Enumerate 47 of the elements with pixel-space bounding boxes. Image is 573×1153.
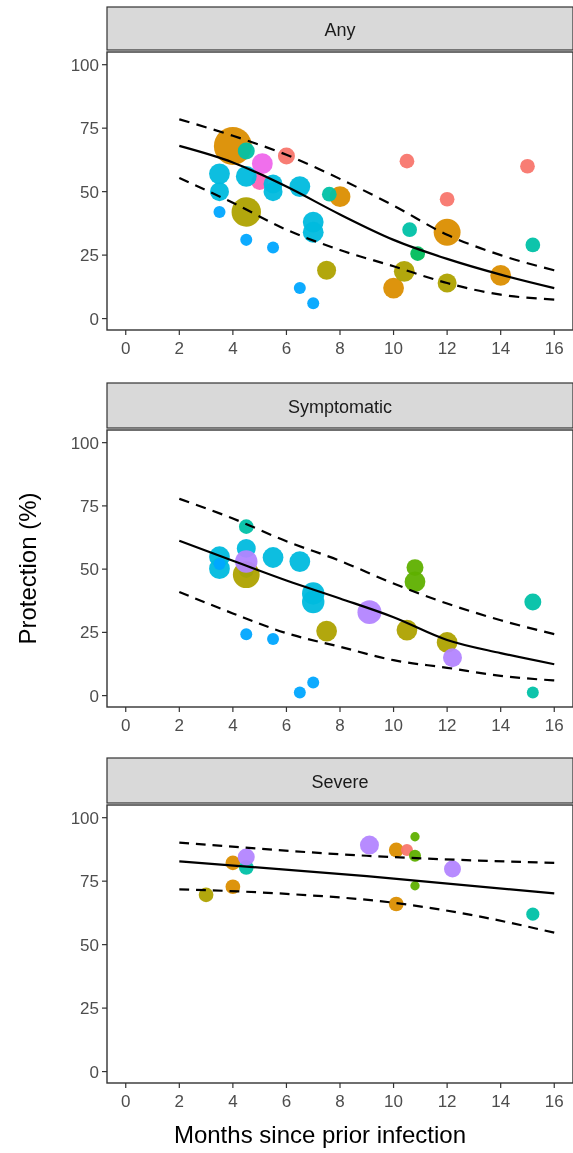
x-tick-label: 8	[335, 1092, 345, 1111]
x-tick-label: 14	[491, 339, 511, 358]
x-axis-title: Months since prior infection	[173, 1121, 467, 1148]
y-tick-label: 25	[80, 623, 99, 643]
y-tick-label: 0	[89, 1062, 99, 1082]
x-tick-label: 0	[121, 339, 131, 358]
y-tick-label: 50	[80, 182, 99, 202]
x-tick-label: 16	[544, 1092, 564, 1111]
x-tick-label: 6	[281, 716, 292, 735]
x-tick-label: 2	[174, 716, 185, 735]
x-tick-label: 10	[384, 1092, 404, 1111]
chart-title: Symptomatic	[287, 396, 393, 417]
chart-title: Severe	[311, 771, 369, 792]
y-tick-label: 0	[89, 686, 99, 706]
x-tick-label: 8	[335, 716, 345, 735]
x-tick-label: 14	[491, 1092, 511, 1111]
x-tick-label: 16	[544, 339, 564, 358]
x-tick-label: 10	[384, 716, 404, 735]
x-tick-label: 8	[335, 339, 345, 358]
y-tick-label: 0	[89, 309, 99, 329]
y-tick-label: 50	[80, 935, 99, 955]
x-tick-label: 12	[437, 339, 457, 358]
x-tick-label: 2	[174, 339, 185, 358]
x-tick-label: 6	[281, 339, 292, 358]
y-tick-label: 75	[80, 119, 99, 139]
y-tick-label: 100	[70, 808, 99, 828]
x-tick-label: 0	[121, 1092, 131, 1111]
x-tick-label: 4	[228, 339, 238, 358]
y-axis-title: Protection (%)	[14, 492, 41, 645]
y-tick-label: 75	[80, 872, 99, 892]
x-tick-label: 12	[437, 1092, 457, 1111]
y-tick-label: 100	[70, 433, 99, 453]
x-tick-label: 4	[228, 1092, 238, 1111]
x-tick-label: 6	[281, 1092, 292, 1111]
y-tick-label: 75	[80, 496, 99, 516]
x-tick-label: 0	[121, 716, 131, 735]
y-tick-label: 25	[80, 999, 99, 1019]
x-tick-label: 14	[491, 716, 511, 735]
y-tick-label: 25	[80, 246, 99, 266]
x-tick-label: 10	[384, 339, 404, 358]
chart-title: Any	[324, 19, 356, 40]
x-tick-label: 2	[174, 1092, 185, 1111]
x-tick-label: 16	[544, 716, 564, 735]
y-tick-label: 50	[80, 560, 99, 580]
x-tick-label: 12	[437, 716, 457, 735]
x-tick-label: 4	[228, 716, 238, 735]
y-tick-label: 100	[70, 55, 99, 75]
